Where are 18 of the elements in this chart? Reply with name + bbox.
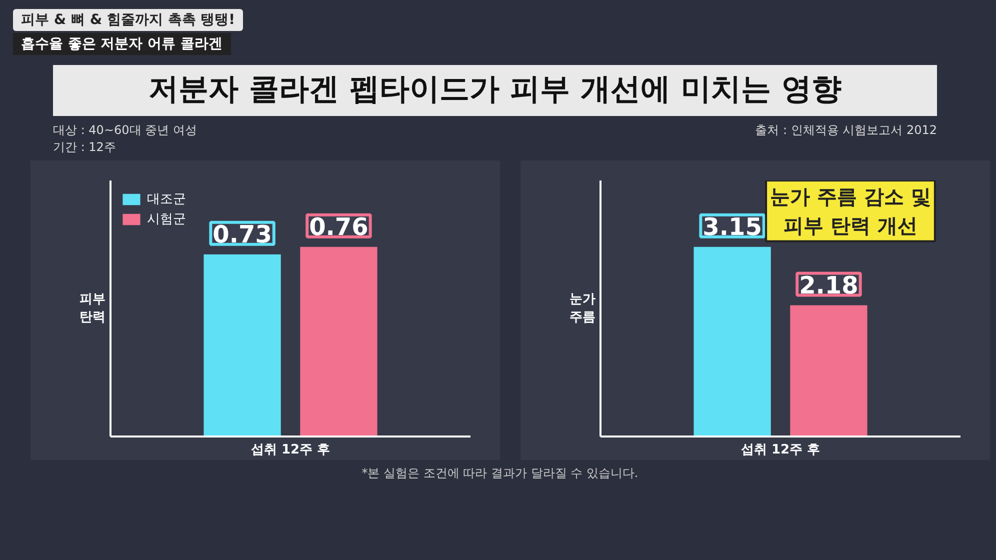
source-note: 출처 : 인체적용 시험보고서 2012	[755, 122, 937, 139]
data-label: 2.18	[799, 271, 858, 300]
text: 기간 : 12주	[53, 140, 116, 154]
y-axis-title: 눈가 주름	[570, 292, 596, 325]
text: *본 실험은 조건에 따라 결과가 달라질 수 있습니다.	[360, 465, 640, 482]
chart-title: 저분자 콜라겐 펩타이드가 피부 개선에 미치는 영향	[53, 65, 937, 116]
text: 피부 & 뼈 & 힘줄까지 촉촉 탱탱!	[13, 9, 244, 31]
x-axis-title: 섭취 12주 후	[740, 442, 820, 458]
text: 흡수율 좋은 저분자 어류 콜라겐	[13, 33, 230, 55]
data-label: 0.73	[212, 220, 272, 248]
text: 눈가 주름 감소 및 피부 탄력 개선	[770, 184, 931, 238]
data-label: 3.15	[702, 212, 762, 241]
y-axis-title: 피부 탄력	[80, 292, 106, 325]
text: 대상 : 40~60대 중년 여성	[53, 122, 197, 137]
legend-label: 대조군	[147, 191, 186, 208]
data-label: 0.76	[309, 212, 368, 241]
x-axis-title: 섭취 12주 후	[250, 442, 330, 458]
legend-label: 시험군	[147, 211, 186, 228]
